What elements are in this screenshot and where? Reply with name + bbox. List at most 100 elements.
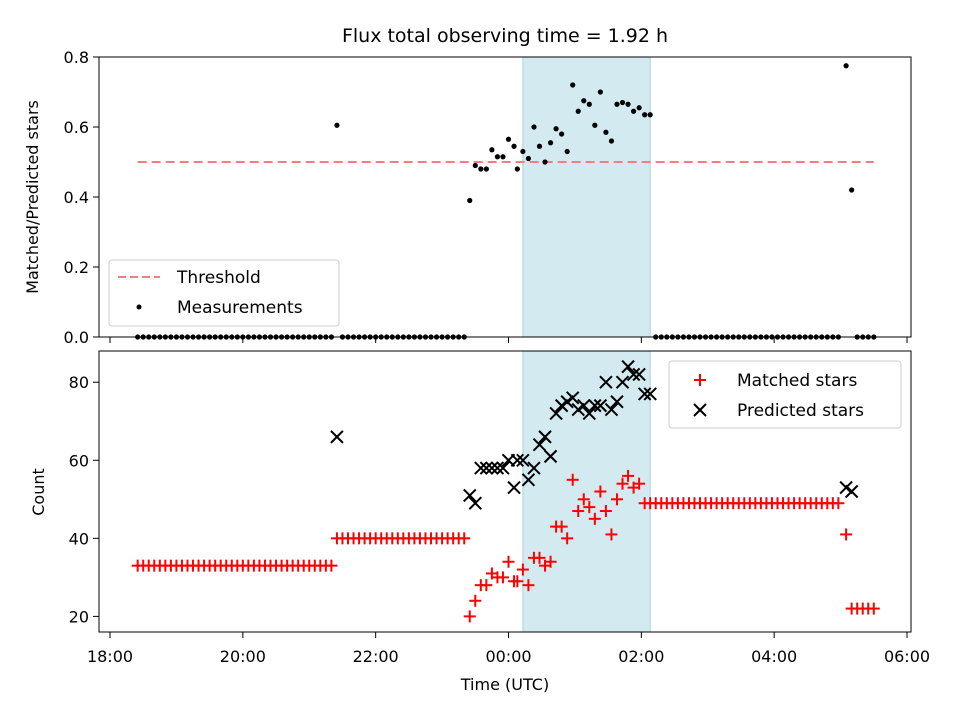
matched-star-point	[458, 532, 471, 545]
measurement-point	[531, 124, 537, 130]
matched-star-point	[840, 528, 853, 541]
y-tick-label: 0.4	[64, 188, 89, 207]
matched-star-point	[577, 493, 590, 506]
predicted-star-point	[604, 402, 619, 417]
measurement-point	[525, 155, 532, 162]
top-legend: Threshold Measurements	[108, 259, 340, 327]
measurement-point	[581, 98, 587, 104]
predicted-star-point	[510, 453, 525, 467]
predicted-star-point	[485, 461, 499, 475]
matched-star-point	[605, 528, 618, 541]
measurement-point	[636, 105, 642, 111]
y-tick-label: 40	[69, 529, 89, 548]
measurement-point	[542, 159, 548, 165]
measurement-point	[559, 131, 565, 137]
measurement-point	[575, 108, 581, 114]
matched-star-point	[544, 555, 557, 568]
legend-matched-label: Matched stars	[737, 371, 857, 391]
measurement-point	[625, 101, 631, 107]
predicted-star-point	[588, 398, 602, 413]
measurement-point	[586, 101, 592, 107]
predicted-star-point	[463, 488, 477, 503]
matched-star-point	[572, 505, 585, 518]
x-tick-label: 06:00	[884, 647, 930, 666]
measurement-point	[603, 129, 609, 135]
predicted-star-point	[571, 402, 585, 417]
measurement-point	[564, 148, 570, 155]
measurement-point	[647, 112, 653, 118]
predicted-star-point	[330, 430, 344, 444]
y-tick-label: 0.8	[64, 48, 89, 67]
bottom-legend: Matched stars Predicted stars	[668, 360, 902, 429]
matched-star-point	[832, 497, 845, 510]
measurement-point	[494, 154, 501, 160]
predicted-star-point	[593, 398, 608, 413]
predicted-star-point	[521, 473, 536, 487]
predicted-star-point	[582, 406, 597, 421]
predicted-star-point	[565, 391, 580, 405]
y-tick-label: 20	[69, 607, 89, 626]
predicted-star-point	[538, 430, 552, 444]
legend-threshold-label: Threshold	[176, 268, 261, 288]
measurement-point	[511, 143, 517, 149]
x-tick-label: 00:00	[485, 647, 531, 666]
matched-star-point	[622, 469, 635, 482]
measurement-point	[520, 148, 526, 155]
legend-predicted-label: Predicted stars	[737, 401, 864, 421]
matched-star-point	[522, 579, 535, 592]
matched-star-point	[480, 579, 493, 592]
matched-star-point	[496, 571, 509, 584]
legend-predicted-swatch	[693, 403, 707, 417]
predicted-star-point	[496, 461, 510, 475]
top-panel: 0.0 0.2 0.4 0.6 0.8 Flux total observing tim…	[23, 25, 912, 347]
x-tick-label: 22:00	[353, 647, 399, 666]
measurement-point	[483, 166, 489, 172]
predicted-star-point	[839, 480, 853, 495]
chart-title: Flux total observing time = 1.92 h	[342, 25, 668, 47]
predicted-star-point	[637, 387, 652, 401]
predicted-star-point	[621, 359, 635, 374]
x-tick-label: 20:00	[220, 647, 266, 666]
predicted-star-point	[507, 480, 521, 495]
y-tick-label: 0.0	[64, 328, 89, 347]
bottom-y-axis-label: Count	[29, 468, 48, 516]
measurement-point	[478, 166, 484, 172]
measurement-point	[547, 140, 554, 146]
x-tick-label: 02:00	[618, 647, 664, 666]
matched-star-point	[633, 477, 646, 490]
predicted-star-point	[615, 375, 630, 389]
predicted-star-point	[474, 461, 488, 475]
x-tick-label: 04:00	[751, 647, 797, 666]
observing-window-span	[522, 56, 651, 338]
measurement-point	[597, 89, 603, 95]
matched-star-point	[566, 473, 579, 486]
predicted-star-point	[490, 461, 505, 475]
legend-measurements-swatch	[136, 304, 142, 310]
legend-matched-swatch	[694, 374, 706, 386]
matched-star-point	[325, 559, 338, 572]
predicted-star-point	[554, 398, 569, 413]
matched-star-point	[599, 505, 612, 518]
matched-star-point	[867, 602, 880, 615]
measurement-point	[843, 63, 849, 69]
matched-star-point	[610, 493, 623, 506]
matched-star-point	[555, 520, 568, 533]
predicted-star-point	[560, 395, 574, 409]
measurement-point	[334, 122, 340, 128]
x-axis-label: Time (UTC)	[460, 675, 549, 694]
legend-measurements-label: Measurements	[177, 298, 303, 318]
top-y-axis-label: Matched/Predicted stars	[23, 100, 42, 294]
predicted-star-point	[549, 406, 563, 421]
predicted-star-point	[632, 367, 646, 382]
matched-star-point	[502, 555, 515, 568]
predicted-star-point	[532, 437, 547, 452]
matched-star-point	[469, 594, 482, 607]
predicted-star-point	[610, 395, 624, 409]
measurement-point	[570, 82, 576, 88]
predicted-star-point	[516, 453, 530, 467]
predicted-star-point	[626, 367, 641, 382]
measurement-point	[472, 162, 478, 169]
predicted-star-point	[479, 461, 494, 475]
y-tick-label: 0.6	[64, 118, 89, 137]
matched-star-point	[463, 610, 476, 623]
